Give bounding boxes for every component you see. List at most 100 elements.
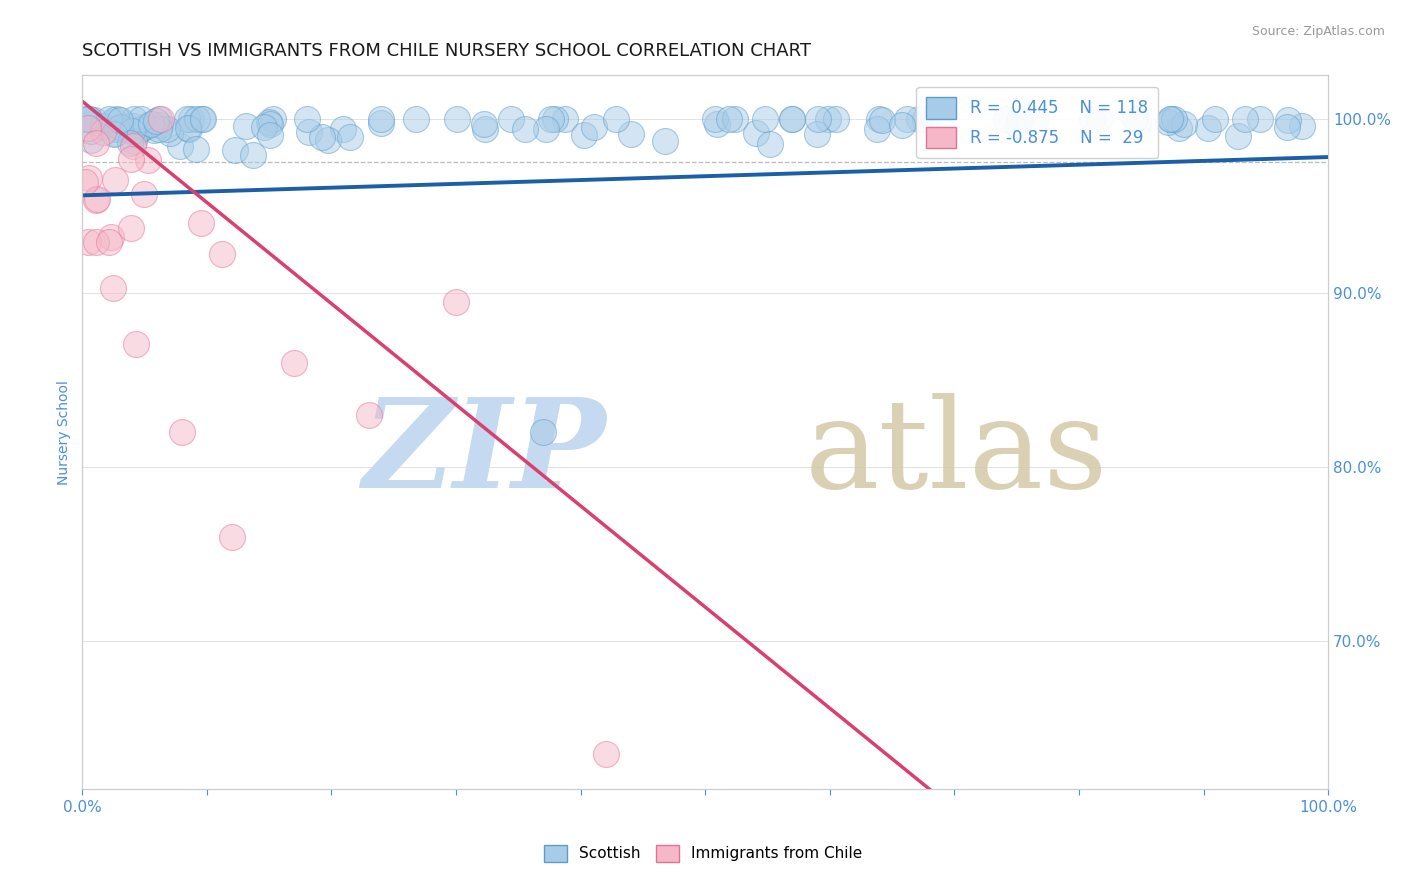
Point [759,136,782,151]
Point [177,121,200,136]
Point [1204,112,1226,126]
Point [235,119,257,133]
Point [262,112,284,126]
Point [105,122,128,136]
Point [148,122,170,136]
Point [122,112,145,126]
Point [86,192,108,206]
Point [1025,112,1047,126]
Point [807,112,830,126]
Point [77,235,100,250]
Point [583,120,606,134]
Point [252,120,274,134]
Point [108,120,131,134]
Point [754,112,776,126]
Point [159,126,181,140]
Point [170,425,193,439]
Point [259,116,281,130]
Point [121,139,143,153]
Point [1234,112,1257,126]
Point [1088,112,1111,127]
Point [339,130,361,145]
Point [73,175,96,189]
Point [1160,112,1182,126]
Point [186,142,208,156]
Point [706,117,728,131]
Point [595,747,617,762]
Point [357,408,380,422]
Point [136,119,159,133]
Point [169,138,191,153]
Point [91,119,114,133]
Point [176,112,198,126]
Point [1277,120,1299,134]
Point [817,112,839,126]
Point [148,112,170,126]
Point [540,112,562,126]
Point [908,112,931,126]
Point [125,128,148,142]
Point [896,112,918,126]
Point [297,112,319,126]
Point [474,122,496,136]
Point [868,112,890,126]
Point [80,124,103,138]
Point [444,294,467,309]
Point [890,118,912,132]
Text: SCOTTISH VS IMMIGRANTS FROM CHILE NURSERY SCHOOL CORRELATION CHART: SCOTTISH VS IMMIGRANTS FROM CHILE NURSER… [83,42,811,60]
Point [101,281,124,295]
Point [572,128,595,142]
Point [724,112,747,126]
Point [143,122,166,136]
Point [922,112,945,127]
Point [108,113,131,128]
Point [405,112,427,126]
Point [191,112,214,126]
Point [141,117,163,131]
Point [121,124,143,138]
Point [780,112,803,126]
Point [77,170,100,185]
Point [1291,119,1313,133]
Point [332,122,354,136]
Point [103,126,125,140]
Point [100,229,122,244]
Point [84,193,107,207]
Point [1123,112,1146,126]
Point [1126,116,1149,130]
Point [259,115,281,129]
Point [1168,121,1191,136]
Point [91,125,114,139]
Point [190,216,212,230]
Point [107,112,129,126]
Point [501,112,523,126]
Point [79,112,101,126]
Point [780,112,803,126]
Point [1157,115,1180,129]
Point [1010,112,1032,126]
Point [124,134,146,148]
Point [654,134,676,148]
Point [103,127,125,141]
Point [259,128,281,143]
Point [866,121,889,136]
Text: atlas: atlas [804,393,1108,514]
Point [191,112,214,126]
Point [1081,112,1104,126]
Point [513,121,536,136]
Point [311,129,333,144]
Point [1159,112,1181,126]
Point [446,112,468,126]
Point [129,112,152,126]
Point [605,112,627,126]
Point [84,136,107,150]
Point [103,112,125,127]
Point [136,153,159,168]
Point [149,118,172,132]
Text: ZIP: ZIP [361,392,606,515]
Legend: R =  0.445    N = 118, R = -0.875    N =  29: R = 0.445 N = 118, R = -0.875 N = 29 [917,87,1159,158]
Point [544,112,567,126]
Point [717,112,740,126]
Point [316,133,339,147]
Point [870,112,893,127]
